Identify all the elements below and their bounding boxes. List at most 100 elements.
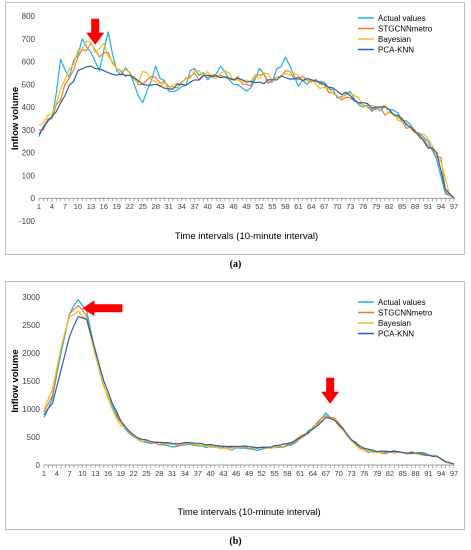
x-tick-label: 97: [450, 202, 458, 211]
y-tick-label: 1000: [22, 405, 40, 414]
y-tick-label: 100: [22, 171, 36, 180]
x-tick-label: 94: [437, 202, 445, 211]
series-line-bayesian: [38, 40, 455, 199]
x-tick-label: 34: [177, 202, 185, 211]
x-tick-label: 82: [386, 469, 394, 478]
series-line-actual-values: [38, 31, 455, 199]
legend-entry: STGCNNmetro: [378, 25, 433, 34]
x-tick-label: 25: [139, 202, 147, 211]
legend-entry: Actual values: [378, 298, 426, 307]
x-tick-label: 28: [152, 202, 160, 211]
x-tick-label: 61: [296, 469, 304, 478]
x-tick-label: 49: [245, 469, 253, 478]
x-tick-label: 25: [142, 469, 150, 478]
y-tick-label: 600: [22, 58, 36, 67]
x-tick-label: 43: [219, 469, 227, 478]
y-tick-label: 0: [31, 194, 36, 203]
x-tick-label: 73: [347, 469, 355, 478]
legend-entry: PCA-KNN: [378, 46, 414, 55]
x-tick-label: 13: [91, 469, 99, 478]
x-tick-label: 64: [307, 202, 315, 211]
x-tick-label: 28: [155, 469, 163, 478]
caption-b: (b): [229, 536, 242, 547]
x-tick-label: 4: [50, 202, 54, 211]
x-tick-label: 91: [424, 469, 432, 478]
y-tick-label: 500: [22, 80, 36, 89]
y-tick-label: 200: [22, 149, 36, 158]
arrow-left-icon: [82, 300, 123, 317]
x-axis-label: Time intervals (10-minute interval): [177, 507, 320, 518]
y-tick-label: -100: [19, 217, 36, 226]
x-tick-label: 88: [411, 469, 419, 478]
x-tick-label: 1: [42, 469, 46, 478]
x-tick-label: 22: [126, 202, 134, 211]
x-tick-label: 19: [113, 202, 121, 211]
x-tick-label: 55: [268, 202, 276, 211]
chart-a-svg: -100 0 100 200 300 400 500 600 700 800 1 4 7 10 13 16 19…: [10, 12, 458, 242]
x-tick-label: 37: [194, 469, 202, 478]
x-tick-label: 61: [294, 202, 302, 211]
x-tick-label: 55: [270, 469, 278, 478]
x-tick-label: 16: [100, 202, 108, 211]
y-tick-label: 2500: [22, 321, 40, 330]
y-tick-label: 300: [22, 126, 36, 135]
x-tick-label: 49: [242, 202, 250, 211]
y-tick-label: 0: [36, 461, 41, 470]
x-tick-label: 7: [63, 202, 67, 211]
x-tick-label: 19: [117, 469, 125, 478]
x-tick-label: 40: [203, 202, 211, 211]
x-tick-label: 76: [359, 202, 367, 211]
caption-a: (a): [229, 259, 242, 270]
x-tick-label: 37: [190, 202, 198, 211]
x-tick-label: 67: [320, 202, 328, 211]
series-line-pca-knn: [38, 65, 455, 199]
legend-entry: Bayesian: [378, 319, 411, 328]
y-tick-label: 500: [27, 433, 41, 442]
x-tick-label: 70: [333, 202, 341, 211]
x-tick-label: 58: [283, 469, 291, 478]
x-tick-label: 46: [229, 202, 237, 211]
y-tick-label: 2000: [22, 349, 40, 358]
series-line-stgcnnmetro: [39, 42, 455, 199]
x-tick-label: 4: [55, 469, 59, 478]
x-tick-label: 13: [87, 202, 95, 211]
x-tick-label: 7: [68, 469, 72, 478]
x-tick-label: 70: [335, 469, 343, 478]
chart-b-svg: 0 500 1000 1500 2000 2500 3000 1 4 7 10 13 16 19 22 25 2…: [10, 293, 458, 518]
x-tick-label: 22: [130, 469, 138, 478]
x-tick-label: 85: [398, 202, 406, 211]
x-tick-label: 46: [232, 469, 240, 478]
x-tick-label: 73: [346, 202, 354, 211]
y-tick-label: 3000: [22, 293, 40, 302]
x-tick-label: 91: [424, 202, 432, 211]
x-tick-label: 1: [37, 202, 41, 211]
y-tick-label: 800: [22, 12, 36, 21]
x-tick-label: 58: [281, 202, 289, 211]
x-tick-label: 76: [360, 469, 368, 478]
legend-entry: Actual values: [378, 14, 426, 23]
y-tick-label: 700: [22, 35, 36, 44]
x-tick-label: 10: [74, 202, 82, 211]
x-tick-label: 85: [399, 469, 407, 478]
x-tick-label: 97: [450, 469, 458, 478]
x-tick-label: 10: [78, 469, 86, 478]
x-tick-label: 52: [258, 469, 266, 478]
x-tick-label: 16: [104, 469, 112, 478]
x-tick-label: 67: [322, 469, 330, 478]
x-tick-label: 64: [309, 469, 317, 478]
x-tick-label: 82: [385, 202, 393, 211]
arrow-down-icon: [321, 377, 340, 404]
x-tick-label: 94: [437, 469, 445, 478]
x-tick-label: 31: [168, 469, 176, 478]
y-axis-label: Inflow volume: [10, 87, 21, 150]
y-tick-label: 400: [22, 103, 36, 112]
legend-entry: PCA-KNN: [378, 330, 414, 339]
chart-panel-a: -100 0 100 200 300 400 500 600 700 800 1 4 7 10 13 16 19…: [5, 2, 465, 255]
x-tick-label: 31: [165, 202, 173, 211]
x-tick-label: 88: [411, 202, 419, 211]
x-tick-label: 52: [255, 202, 263, 211]
x-tick-label: 43: [216, 202, 224, 211]
x-tick-label: 79: [372, 202, 380, 211]
x-tick-label: 79: [373, 469, 381, 478]
